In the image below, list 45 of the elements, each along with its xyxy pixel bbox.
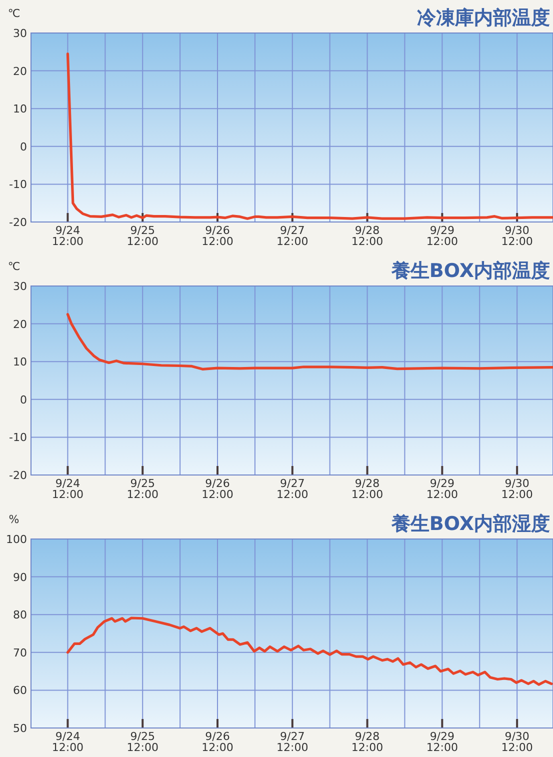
y-tick-label: -10 [9, 431, 27, 444]
chart-title: 冷凍庫内部温度 [417, 7, 550, 29]
y-axis-title: ℃ [8, 7, 20, 20]
x-tick-label: 9/30 12:00 [501, 730, 533, 754]
x-tick-label: 9/28 12:00 [351, 477, 384, 501]
x-tick-label: 9/27 12:00 [276, 224, 308, 248]
y-tick-label: 50 [13, 722, 27, 735]
x-tick-label: 9/26 12:00 [202, 730, 234, 754]
y-axis-title: ℃ [8, 260, 20, 273]
chart-title: 養生BOX内部温度 [390, 260, 550, 282]
y-tick-label: 30 [13, 280, 27, 293]
x-tick-label: 9/24 12:00 [52, 477, 84, 501]
y-tick-label: 30 [13, 27, 27, 40]
y-tick-label: 0 [20, 140, 27, 154]
y-tick-label: -20 [9, 469, 27, 482]
y-tick-label: -20 [9, 216, 27, 229]
y-tick-label: 80 [13, 608, 27, 622]
y-tick-label: 60 [13, 684, 27, 698]
x-tick-label: 9/25 12:00 [126, 730, 158, 754]
y-tick-label: 70 [13, 646, 27, 660]
x-tick-label: 9/29 12:00 [426, 224, 458, 248]
y-tick-label: 90 [13, 570, 27, 584]
x-tick-label: 9/29 12:00 [426, 730, 458, 754]
x-tick-label: 9/24 12:00 [52, 730, 84, 754]
y-tick-label: -10 [9, 178, 27, 192]
x-tick-label: 9/25 12:00 [126, 477, 158, 501]
y-tick-label: 20 [13, 318, 27, 331]
x-tick-label: 9/29 12:00 [426, 477, 458, 501]
x-tick-label: 9/30 12:00 [501, 224, 533, 248]
x-tick-label: 9/30 12:00 [501, 477, 533, 501]
x-tick-label: 9/27 12:00 [276, 730, 308, 754]
y-tick-label: 100 [6, 533, 27, 546]
x-tick-label: 9/28 12:00 [351, 224, 384, 248]
x-tick-label: 9/28 12:00 [351, 730, 384, 754]
x-tick-label: 9/25 12:00 [126, 224, 158, 248]
y-tick-label: 10 [13, 102, 27, 116]
y-tick-label: 10 [13, 356, 27, 369]
x-tick-label: 9/27 12:00 [276, 477, 308, 501]
x-tick-label: 9/24 12:00 [52, 224, 84, 248]
y-axis-title: % [8, 513, 20, 526]
x-tick-label: 9/26 12:00 [202, 224, 234, 248]
chart-title: 養生BOX内部湿度 [390, 513, 550, 535]
y-tick-label: 20 [13, 64, 27, 78]
x-tick-label: 9/26 12:00 [202, 477, 234, 501]
y-tick-label: 0 [20, 393, 27, 406]
